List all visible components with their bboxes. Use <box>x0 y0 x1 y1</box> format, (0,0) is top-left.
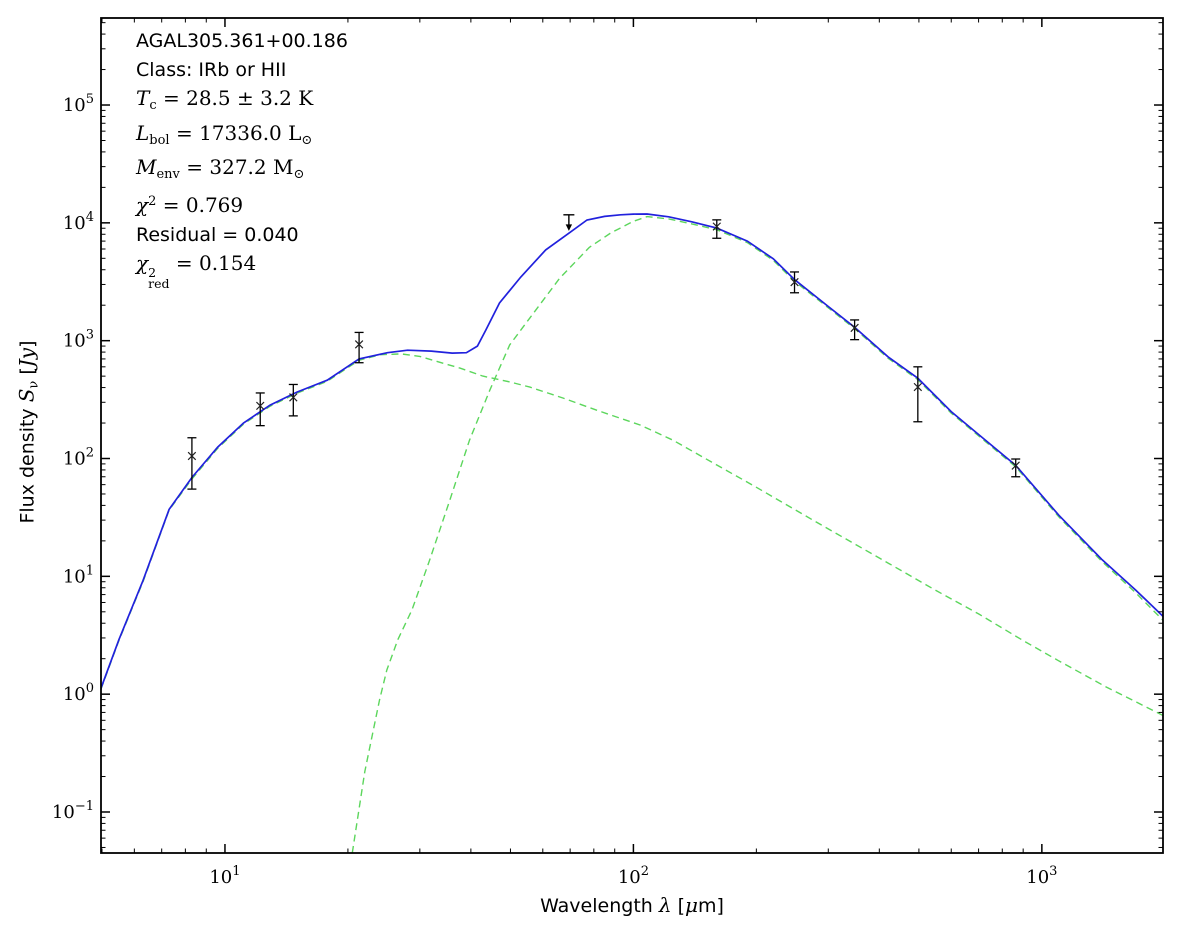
x-axis-label: Wavelength λ [μm] <box>540 893 724 917</box>
annotation-chi-squared-reduced: χ 2 red = 0.154 <box>136 251 257 292</box>
total-fit-curve <box>101 213 1163 689</box>
data-point <box>187 437 197 490</box>
tick-label: 103 <box>63 328 94 352</box>
cold-envelope-component-curve <box>351 215 1163 853</box>
tick-label: 102 <box>63 446 94 470</box>
tick-label: 105 <box>63 92 94 116</box>
data-point <box>288 383 298 417</box>
tick-label: 10−1 <box>52 799 94 823</box>
annotation-class: Class: IRb or HII <box>136 58 287 81</box>
tick-label: 102 <box>618 864 649 888</box>
tick-label: 101 <box>209 864 240 888</box>
annotation-luminosity: Lbol = 17336.0 L⊙ <box>136 120 313 148</box>
data-point <box>712 219 722 239</box>
annotation-source-name: AGAL305.361+00.186 <box>136 30 348 52</box>
annotation-chi-squared: χ2 = 0.769 <box>136 192 244 217</box>
annotation-residual: Residual = 0.040 <box>136 223 299 246</box>
axis-ticks <box>101 18 1163 853</box>
plot-frame <box>100 17 1164 854</box>
annotation-envelope-mass: Menv = 327.2 M⊙ <box>136 155 305 183</box>
data-point <box>850 319 860 341</box>
tick-label-group: 101 102 103 10−1 100 101 102 103 104 105 <box>52 92 1058 888</box>
data-point <box>913 366 923 423</box>
annotation-block: AGAL305.361+00.186 Class: IRb or HII Tc … <box>136 28 348 292</box>
data-point <box>790 271 800 294</box>
tick-label: 103 <box>1026 864 1057 888</box>
data-point <box>255 392 265 427</box>
tick-label: 104 <box>63 210 94 234</box>
tick-label: 100 <box>63 681 94 705</box>
data-points <box>187 219 1021 490</box>
data-point <box>1011 458 1021 478</box>
tick-label: 101 <box>63 563 94 587</box>
y-axis-label: Flux density Sν [Jy] <box>14 340 42 524</box>
annotation-temperature: Tc = 28.5 ± 3.2 K <box>136 86 314 114</box>
upper-limit-marker <box>563 214 575 231</box>
data-point <box>354 331 364 364</box>
